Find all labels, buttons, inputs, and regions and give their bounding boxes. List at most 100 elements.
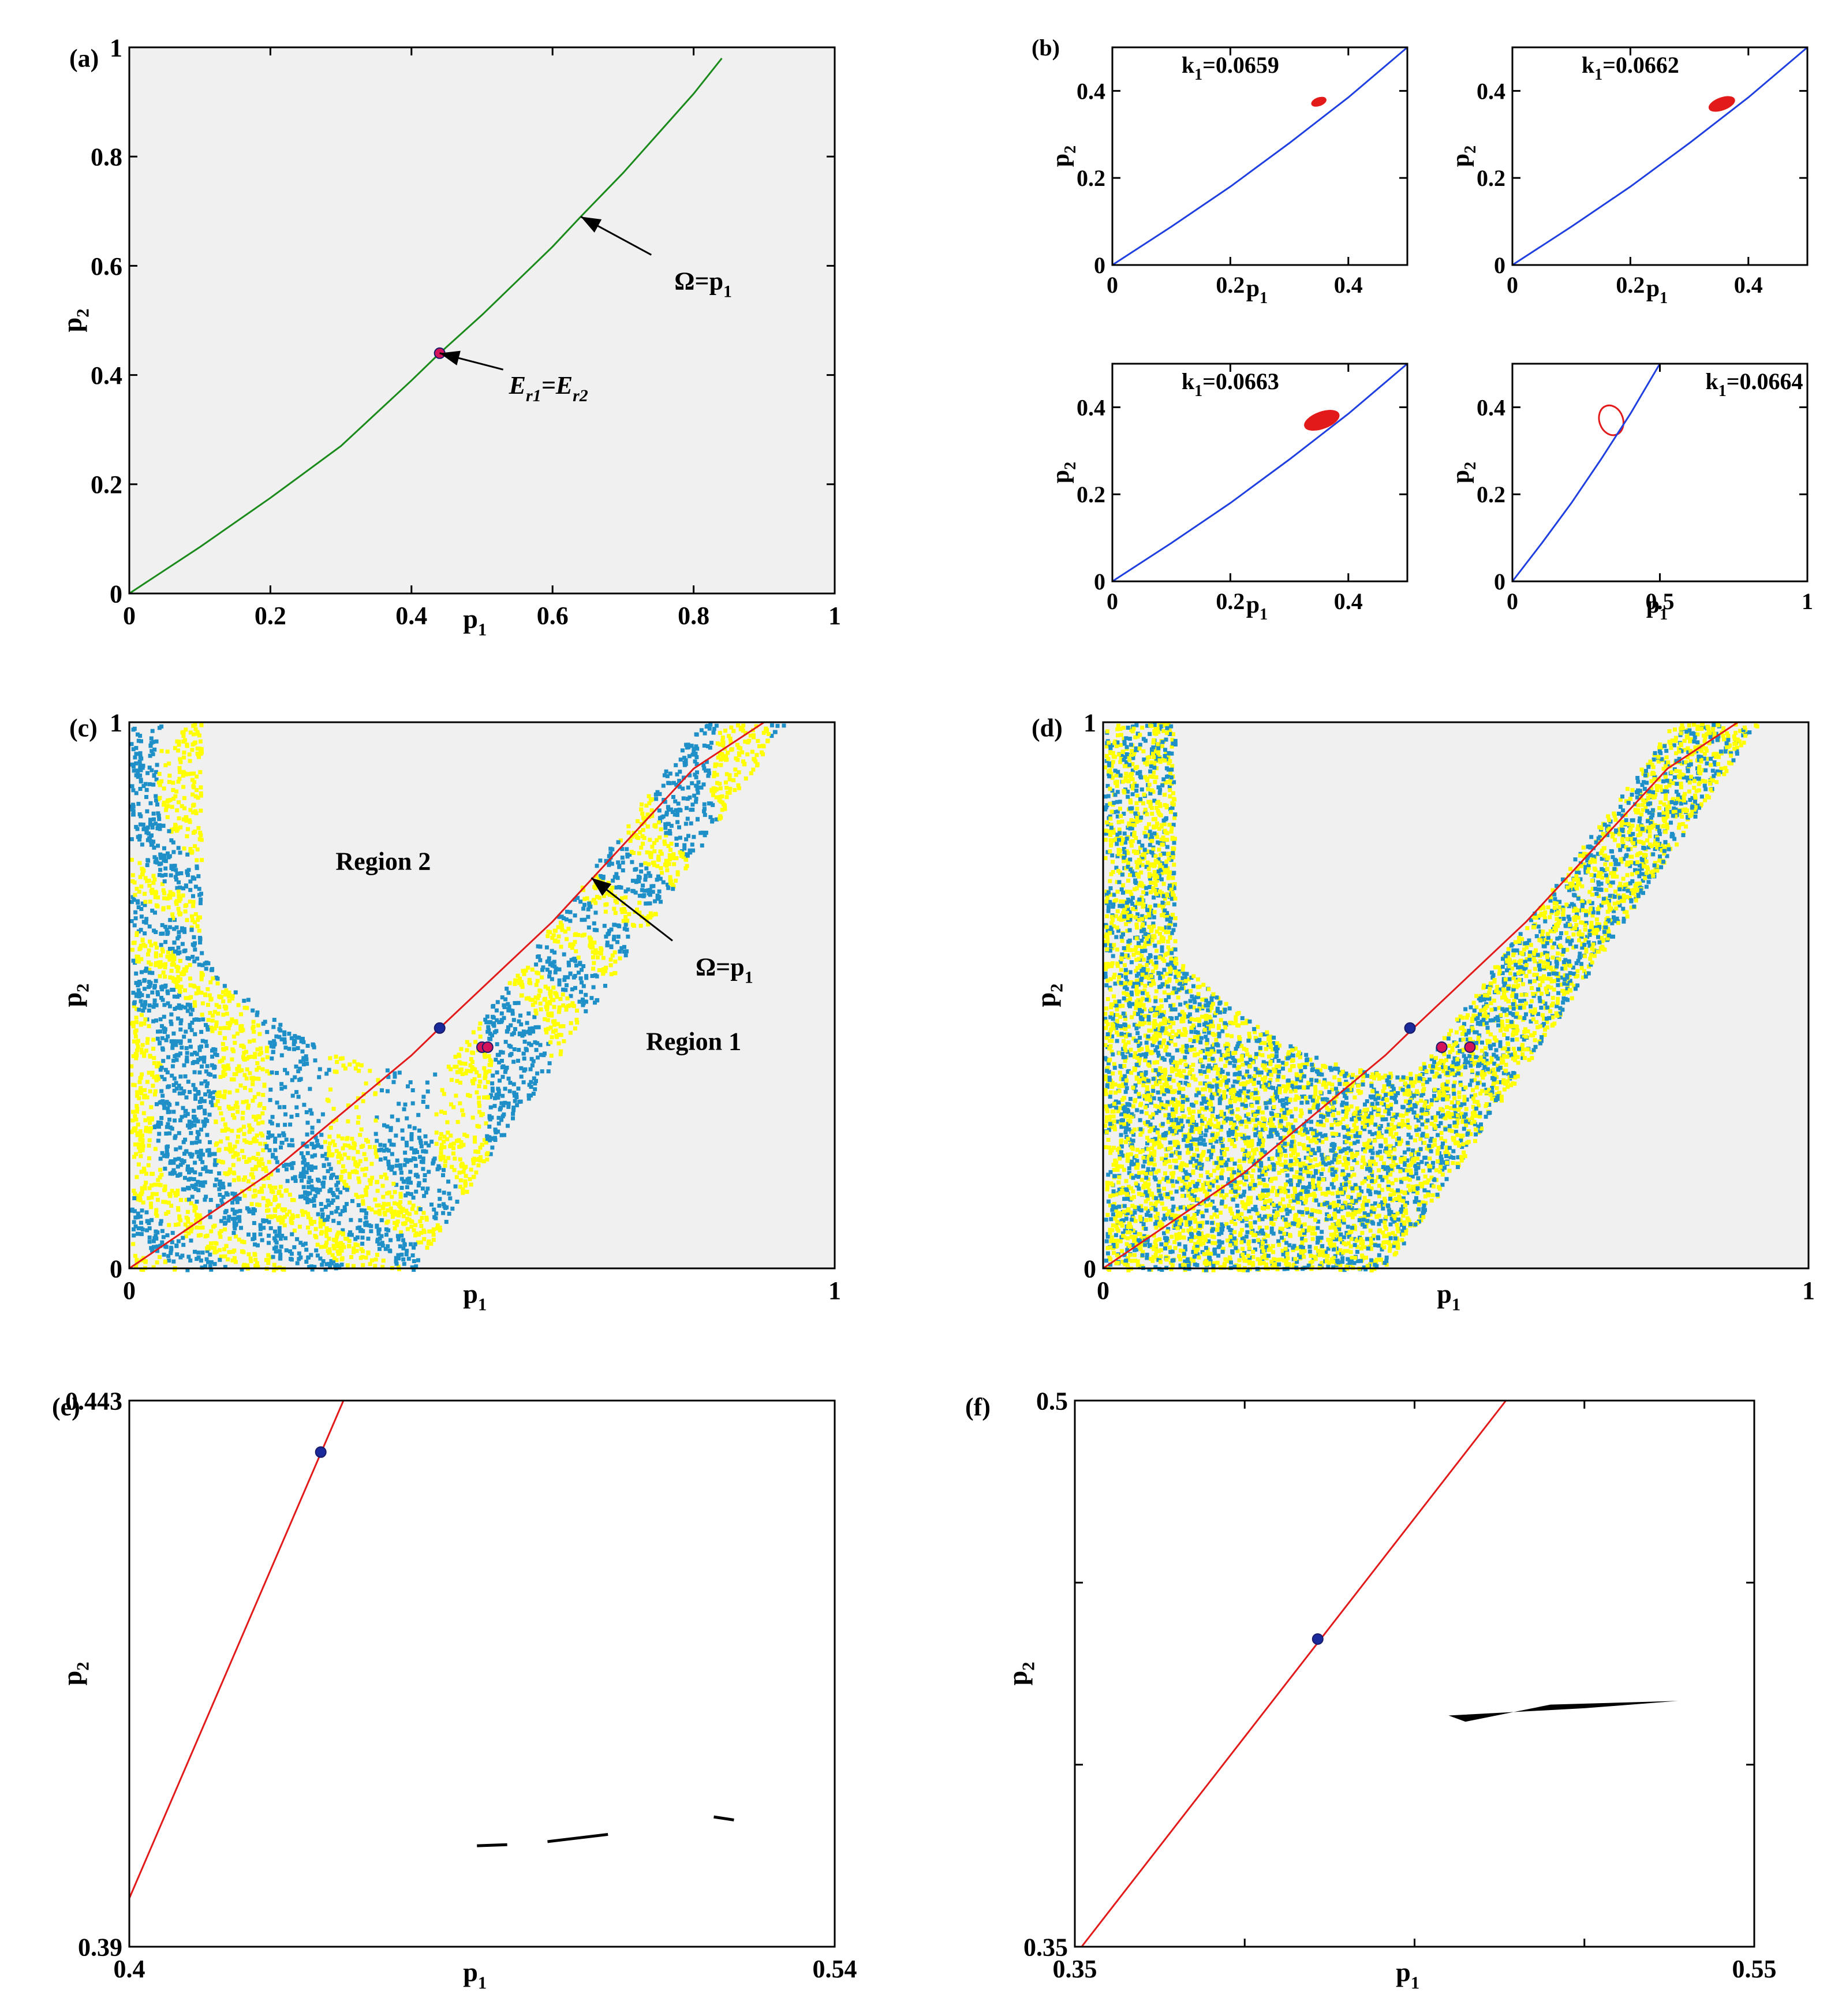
x-tick-label: 0 xyxy=(123,602,136,630)
chart-title: k1=0.0663 xyxy=(1182,368,1279,400)
panel-d: 0 1 0 1 p1 p2 (d) xyxy=(1031,708,1815,1314)
chart-title: k1=0.0664 xyxy=(1705,368,1803,400)
y-tick-label: 0 xyxy=(1094,569,1105,595)
attractor-fragment xyxy=(547,1832,608,1843)
x-tick-label: 0.4 xyxy=(1334,272,1363,298)
y-tick-label: 0.4 xyxy=(1077,78,1105,104)
x-axis-label: p1 xyxy=(1646,592,1668,624)
x-tick-label: 0.2 xyxy=(1616,272,1645,298)
y-tick-label: 1 xyxy=(110,708,122,737)
x-tick-label: 0.35 xyxy=(1053,1955,1097,1983)
y-tick-label: 0.4 xyxy=(1477,78,1505,104)
panel-label: (d) xyxy=(1032,714,1063,742)
x-axis-label: p1 xyxy=(1246,275,1268,307)
x-tick-label: 1 xyxy=(1802,1276,1815,1305)
plot-frame xyxy=(1074,1399,1755,1948)
panel-c: Ω=p1 Region 2 Region 1 0 1 0 1 p1 p2 (c) xyxy=(57,708,841,1314)
panel-label: (c) xyxy=(69,714,98,742)
arrow-head xyxy=(581,216,602,233)
panel-e: 0.4 0.54 0.39 0.443 p1 p2 (e) xyxy=(52,1387,857,1992)
y-tick-label: 0.35 xyxy=(1023,1933,1068,1961)
x-axis-label: p1 xyxy=(1246,592,1268,624)
y-tick-label: 0 xyxy=(1083,1255,1096,1283)
y-axis-label: p2 xyxy=(57,308,92,332)
equilibrium-point xyxy=(1436,1041,1448,1053)
chaotic-attractor xyxy=(1304,410,1340,431)
x-tick-label: 0 xyxy=(1507,272,1518,298)
y-tick-label: 0.4 xyxy=(91,361,122,390)
x-tick-label: 0.5 xyxy=(1646,588,1675,614)
omega-curve xyxy=(1112,46,1408,266)
x-axis-label: p1 xyxy=(463,604,487,639)
panel-label: (e) xyxy=(52,1392,80,1421)
x-tick-label: 0 xyxy=(1507,588,1518,614)
x-tick-label: 0.6 xyxy=(537,602,569,630)
omega-curve xyxy=(1511,363,1661,582)
x-tick-label: 0.55 xyxy=(1732,1955,1777,1983)
basin-of-attraction xyxy=(129,722,786,1272)
x-tick-label: 0.2 xyxy=(1216,272,1245,298)
panel-b3: k1=0.0663 0 0.2 0.4 0 0.2 0.4 p1 p2 xyxy=(1048,363,1408,624)
x-tick-label: 0 xyxy=(1107,588,1118,614)
y-tick-label: 0.4 xyxy=(1077,394,1105,420)
y-axis-label: p2 xyxy=(57,1662,92,1685)
y-tick-label: 1 xyxy=(1083,708,1096,737)
chaotic-attractor xyxy=(1311,96,1327,107)
equilibrium-point xyxy=(315,1446,327,1458)
panel-label: (a) xyxy=(69,44,99,72)
y-axis-label: p2 xyxy=(1003,1662,1038,1685)
y-axis-label: p2 xyxy=(57,983,92,1007)
x-tick-label: 0.4 xyxy=(1734,272,1763,298)
x-axis-label: p1 xyxy=(463,1279,487,1314)
y-tick-label: 0 xyxy=(1494,252,1505,278)
y-tick-label: 0.8 xyxy=(91,143,122,171)
y-tick-label: 0.6 xyxy=(91,252,122,281)
x-tick-label: 0.4 xyxy=(395,602,427,630)
plot-frame xyxy=(128,46,836,595)
y-tick-label: 0 xyxy=(110,580,122,608)
plot-frame xyxy=(128,721,836,1270)
plot-frame xyxy=(1511,46,1809,266)
chart-title: k1=0.0662 xyxy=(1582,52,1679,84)
panel-f: 0.35 0.55 0.35 0.5 p1 p2 (f) xyxy=(965,1387,1777,1992)
arrow-head xyxy=(591,878,612,896)
y-tick-label: 1 xyxy=(110,33,122,62)
y-tick-label: 0.2 xyxy=(1477,165,1505,191)
y-tick-label: 0.2 xyxy=(1077,165,1105,191)
y-tick-label: 0.39 xyxy=(78,1933,122,1961)
plot-background xyxy=(129,722,835,1268)
plot-frame xyxy=(1102,721,1810,1270)
y-tick-label: 0.2 xyxy=(1477,481,1505,507)
y-tick-label: 0 xyxy=(1094,252,1105,278)
chaotic-attractor xyxy=(1448,1701,1678,1722)
plot-frame xyxy=(1111,363,1408,583)
omega-curve xyxy=(1112,363,1408,583)
equilibrium-point xyxy=(1464,1041,1476,1053)
omega-curve xyxy=(1512,46,1808,266)
panel-a: Ω=p1 Er1=Er2 0 0.2 0.4 0.6 0.8 1 0 0.2 0.4 0.6 0.8 1 p… xyxy=(57,33,841,639)
chart-title: k1=0.0659 xyxy=(1182,52,1279,84)
omega-curve xyxy=(129,57,723,595)
plot-frame xyxy=(1511,363,1809,583)
x-axis-label: p1 xyxy=(1437,1279,1460,1314)
plot-background xyxy=(129,47,835,593)
limit-cycle xyxy=(1598,404,1624,436)
panel-b1: k1=0.0659 0 0.2 0.4 0 0.2 0.4 p1 p2 (b) xyxy=(1032,35,1408,307)
annotation-label: Ω=p1 xyxy=(674,267,732,301)
annotation-label: Er1=Er2 xyxy=(509,371,588,405)
y-axis-label: p2 xyxy=(1448,462,1479,483)
y-tick-label: 0 xyxy=(110,1255,122,1283)
panel-label: (f) xyxy=(965,1392,991,1421)
basin-of-attraction xyxy=(1103,722,1759,1272)
y-axis-label: p2 xyxy=(1048,462,1079,483)
omega-curve xyxy=(128,1400,345,1899)
arrow-head xyxy=(439,350,461,365)
x-tick-label: 1 xyxy=(828,1276,841,1305)
panel-label: (b) xyxy=(1032,35,1060,61)
x-tick-label: 0.54 xyxy=(813,1955,857,1983)
x-tick-label: 0 xyxy=(1097,1276,1109,1305)
x-tick-label: 1 xyxy=(828,602,841,630)
attractor-fragment xyxy=(477,1843,507,1847)
region-2-label: Region 2 xyxy=(335,847,431,875)
